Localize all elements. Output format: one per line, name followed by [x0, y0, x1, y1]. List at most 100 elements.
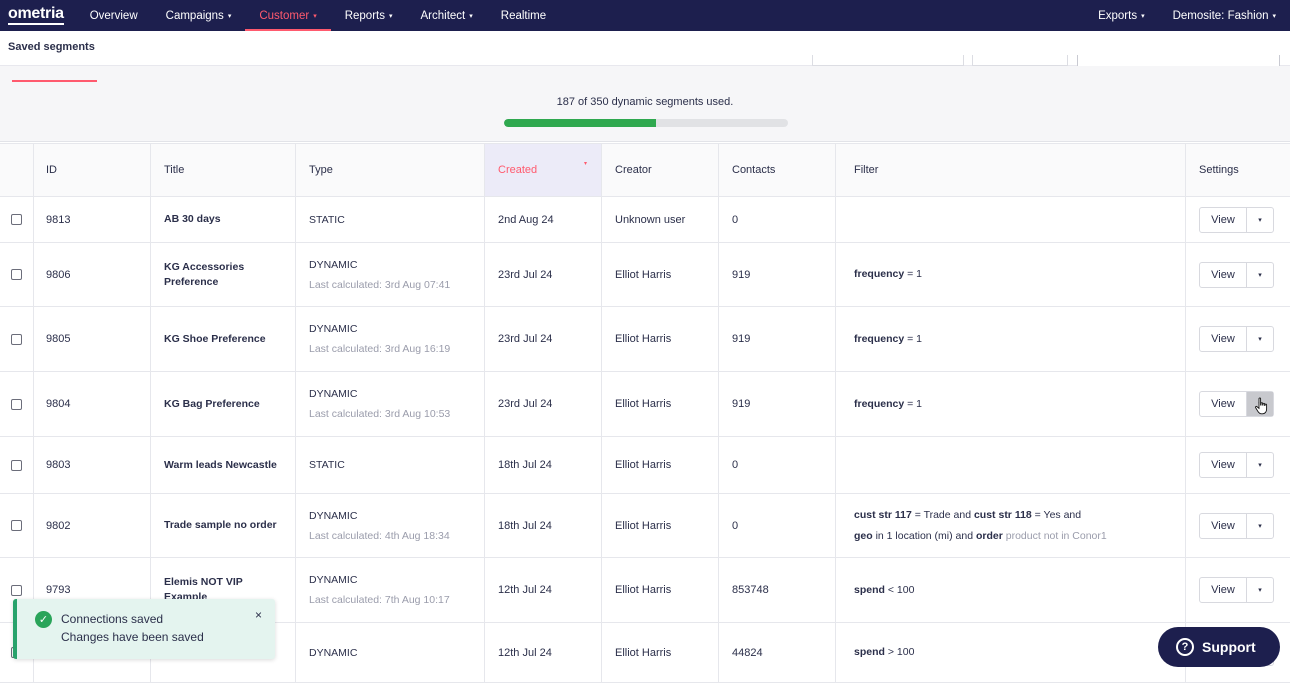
segment-title-link[interactable]: AB 30 days — [164, 213, 221, 225]
type-cell: DYNAMIC Last calculated: 7th Aug 10:17 — [296, 558, 485, 622]
nav-item-customer[interactable]: Customer ▾ — [245, 0, 332, 31]
table-row[interactable]: 9803 Warm leads Newcastle STATIC 18th Jul 2… — [0, 437, 1290, 494]
creator-cell: Elliot Harris — [602, 372, 719, 436]
view-button[interactable]: View — [1200, 392, 1247, 416]
contacts-cell: 0 — [719, 494, 836, 557]
column-header-id[interactable]: ID — [34, 144, 151, 196]
id-cell: 9803 — [34, 437, 151, 493]
table-row[interactable]: 9802 Trade sample no order DYNAMIC Last cal… — [0, 494, 1290, 558]
segment-id: 9802 — [46, 519, 71, 532]
settings-cell: View ▾ — [1186, 243, 1290, 306]
contacts-count: 919 — [732, 398, 751, 410]
row-checkbox[interactable] — [11, 584, 22, 596]
settings-cell: View ▾ — [1186, 558, 1290, 622]
filter-dropdown[interactable] — [812, 55, 964, 66]
table-row[interactable]: 9793 Elemis NOT VIP Example DYNAMIC Last ca… — [0, 558, 1290, 623]
settings-cell: View ▾ — [1186, 494, 1290, 557]
type-cell: DYNAMIC Last calculated: 3rd Aug 07:41 — [296, 243, 485, 306]
filter-line: spend < 100 — [854, 580, 914, 601]
segment-title-link[interactable]: KG Accessories Preference — [164, 260, 245, 288]
settings-dropdown-button[interactable]: ▾ — [1258, 587, 1262, 594]
column-header-type[interactable]: Type — [296, 144, 485, 196]
support-button[interactable]: ? Support — [1158, 627, 1280, 667]
id-cell: 9813 — [34, 197, 151, 242]
row-checkbox[interactable] — [11, 269, 22, 280]
filter-cell: cust str 117 = Trade and cust str 118 = … — [836, 494, 1186, 557]
contacts-cell: 44824 — [719, 623, 836, 682]
segment-id: 9803 — [46, 459, 71, 471]
column-header-type-label: Type — [309, 164, 333, 176]
creator-name: Elliot Harris — [615, 333, 672, 345]
column-header-filter-label: Filter — [854, 164, 879, 176]
table-row[interactable]: 9813 AB 30 days STATIC 2nd Aug 24 Unknown us… — [0, 197, 1290, 243]
view-button-group: View ▾ — [1199, 206, 1274, 233]
usage-progress-fill — [504, 119, 656, 127]
row-checkbox[interactable] — [11, 520, 22, 531]
table-row[interactable]: 9806 KG Accessories Preference DYNAMIC Last… — [0, 243, 1290, 307]
segment-title-link[interactable]: KG Shoe Preference — [164, 332, 266, 345]
settings-dropdown-button[interactable]: ▾ — [1258, 462, 1262, 469]
view-button[interactable]: View — [1200, 578, 1247, 602]
created-cell: 18th Jul 24 — [485, 437, 602, 493]
column-header-title[interactable]: Title — [151, 144, 296, 196]
title-cell: KG Accessories Preference — [151, 243, 296, 306]
nav-item-overview[interactable]: Overview — [76, 0, 152, 31]
created-date: 12th Jul 24 — [498, 584, 552, 596]
segment-id: 9804 — [46, 398, 71, 410]
settings-dropdown-button[interactable]: ▾ — [1258, 271, 1262, 279]
view-button[interactable]: View — [1200, 513, 1247, 538]
filter-token: = 1 — [904, 397, 922, 410]
settings-dropdown-button[interactable]: ▾ — [1258, 336, 1262, 343]
created-date: 23rd Jul 24 — [498, 333, 553, 345]
segment-id: 9793 — [46, 584, 71, 596]
help-icon: ? — [1176, 638, 1194, 656]
column-header-creator-label: Creator — [615, 164, 652, 176]
nav-item-label: Exports — [1098, 9, 1138, 22]
nav-item-architect[interactable]: Architect ▾ — [407, 0, 487, 31]
view-button[interactable]: View — [1200, 453, 1247, 477]
view-button[interactable]: View — [1200, 207, 1247, 232]
row-checkbox[interactable] — [11, 398, 22, 410]
chevron-down-icon: ▾ — [388, 12, 393, 20]
table-row[interactable]: 9804 KG Bag Preference DYNAMIC Last calcula… — [0, 372, 1290, 437]
creator-name: Unknown user — [615, 213, 686, 226]
row-checkbox[interactable] — [11, 214, 22, 225]
segment-title-link[interactable]: Warm leads Newcastle — [164, 458, 277, 471]
last-calculated: Last calculated: 3rd Aug 10:53 — [309, 408, 451, 420]
nav-item-reports[interactable]: Reports ▾ — [331, 0, 407, 31]
id-cell: 9805 — [34, 307, 151, 371]
settings-dropdown-button[interactable]: ▾ — [1258, 522, 1262, 530]
sort-caret-icon: ▾ — [583, 161, 587, 167]
chevron-down-icon: ▾ — [227, 12, 232, 20]
nav-item-label: Campaigns — [165, 9, 224, 22]
last-calculated: Last calculated: 4th Aug 18:34 — [309, 529, 450, 542]
column-header-created[interactable]: Created ▾ — [485, 144, 602, 196]
filter-token: order — [975, 529, 1003, 542]
filter-cell — [836, 197, 1186, 242]
created-date: 2nd Aug 24 — [498, 213, 554, 226]
nav-item-realtime[interactable]: Realtime — [487, 0, 560, 31]
table-row[interactable]: 9805 KG Shoe Preference DYNAMIC Last calcul… — [0, 307, 1290, 372]
filter-token: product — [1002, 529, 1044, 542]
nav-item-exports[interactable]: Exports ▾ — [1084, 0, 1159, 31]
nav-item-site-switcher[interactable]: Demosite: Fashion ▾ — [1159, 0, 1290, 31]
view-button[interactable]: View — [1200, 327, 1247, 351]
column-header-creator[interactable]: Creator — [602, 144, 719, 196]
page-title: Saved segments — [8, 41, 95, 53]
contacts-count: 44824 — [732, 646, 763, 659]
contacts-cell: 853748 — [719, 558, 836, 622]
segment-title-link[interactable]: KG Bag Preference — [164, 397, 260, 410]
action-button[interactable] — [972, 55, 1068, 66]
segment-title-link[interactable]: Trade sample no order — [164, 519, 277, 531]
settings-cell: View ▾ — [1186, 197, 1290, 242]
row-checkbox[interactable] — [11, 333, 22, 345]
ometria-logo[interactable]: ometria — [8, 5, 64, 25]
nav-item-campaigns[interactable]: Campaigns ▾ — [152, 0, 246, 31]
title-cell: Warm leads Newcastle — [151, 437, 296, 493]
column-header-contacts[interactable]: Contacts — [719, 144, 836, 196]
close-icon[interactable]: × — [255, 608, 263, 622]
view-button[interactable]: View — [1200, 262, 1247, 287]
row-checkbox[interactable] — [11, 459, 22, 471]
settings-dropdown-button[interactable]: ▾ — [1258, 216, 1262, 224]
column-header-filter[interactable]: Filter — [836, 144, 1186, 196]
